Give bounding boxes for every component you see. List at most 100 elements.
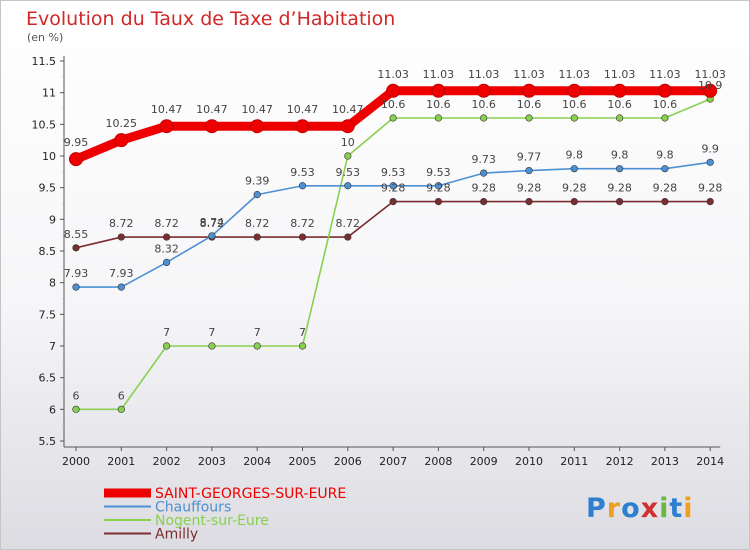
data-point-nogent-sur-eure (117, 405, 125, 413)
logo-letter: r (606, 493, 622, 524)
data-point-saint-georges-sur-eure (204, 119, 219, 134)
x-tick-label: 2002 (153, 455, 181, 468)
data-label-chauffours: 9.77 (517, 151, 542, 164)
data-point-saint-georges-sur-eure (250, 119, 265, 134)
data-label-saint-georges-sur-eure: 11.03 (604, 68, 636, 81)
data-label-amilly: 9.28 (471, 182, 496, 195)
data-label-amilly: 8.72 (200, 217, 225, 230)
data-point-nogent-sur-eure (525, 114, 533, 122)
data-point-amilly (117, 233, 125, 241)
data-point-nogent-sur-eure (208, 342, 216, 350)
y-tick-label: 8 (49, 277, 56, 290)
data-point-saint-georges-sur-eure (386, 83, 401, 98)
y-tick-label: 7 (49, 340, 56, 353)
data-label-chauffours: 9.8 (566, 149, 584, 162)
logo-letter: x (640, 493, 660, 524)
data-label-chauffours: 9.8 (611, 149, 629, 162)
data-label-amilly: 9.28 (517, 182, 542, 195)
data-label-chauffours: 9.39 (245, 175, 270, 188)
data-label-saint-georges-sur-eure: 11.03 (468, 68, 500, 81)
data-point-saint-georges-sur-eure (159, 119, 174, 134)
data-label-chauffours: 9.53 (426, 166, 451, 179)
data-label-nogent-sur-eure: 10.6 (562, 98, 587, 111)
data-point-chauffours (344, 182, 352, 190)
data-label-chauffours: 9.53 (381, 166, 406, 179)
data-label-saint-georges-sur-eure: 10.47 (287, 103, 319, 116)
proxiti-logo: Proxiti (586, 493, 694, 524)
legend-label-chauffours: Chauffours (155, 500, 231, 516)
data-point-nogent-sur-eure (344, 152, 352, 160)
data-label-nogent-sur-eure: 10.6 (381, 98, 406, 111)
data-point-nogent-sur-eure (298, 342, 307, 350)
data-point-chauffours (72, 283, 80, 291)
x-tick-label: 2008 (424, 455, 452, 468)
data-label-nogent-sur-eure: 7 (299, 326, 306, 339)
data-label-chauffours: 7.93 (64, 267, 89, 280)
x-tick-label: 2001 (107, 455, 135, 468)
data-point-nogent-sur-eure (615, 114, 624, 122)
data-point-chauffours (661, 165, 669, 173)
data-label-saint-georges-sur-eure: 11.03 (377, 68, 409, 81)
data-point-nogent-sur-eure (434, 114, 443, 122)
data-label-chauffours: 9.53 (290, 166, 315, 179)
data-label-amilly: 9.28 (381, 182, 406, 195)
data-point-amilly (253, 233, 261, 241)
y-tick-label: 9 (49, 213, 56, 226)
x-tick-label: 2005 (289, 455, 317, 468)
x-tick-label: 2003 (198, 455, 226, 468)
data-label-amilly: 8.72 (154, 217, 179, 230)
data-point-chauffours (389, 182, 397, 190)
y-tick-label: 11.5 (32, 55, 57, 68)
data-point-saint-georges-sur-eure (612, 83, 627, 98)
data-label-chauffours: 8.74 (200, 216, 225, 229)
data-point-saint-georges-sur-eure (703, 83, 718, 98)
data-label-nogent-sur-eure: 7 (163, 326, 170, 339)
data-label-amilly: 8.72 (245, 217, 270, 230)
legend-label-amilly: Amilly (155, 527, 198, 543)
data-point-nogent-sur-eure (72, 405, 80, 413)
x-tick-label: 2011 (560, 455, 588, 468)
data-point-chauffours (208, 232, 216, 240)
data-point-amilly (706, 198, 714, 206)
data-label-amilly: 9.28 (426, 182, 451, 195)
y-tick-label: 8.5 (39, 245, 57, 258)
logo-letter: i (683, 493, 694, 524)
x-tick-label: 2010 (515, 455, 543, 468)
data-point-amilly (298, 233, 307, 241)
data-point-saint-georges-sur-eure (522, 83, 536, 98)
data-point-amilly (389, 198, 397, 206)
data-label-amilly: 9.28 (562, 182, 587, 195)
data-point-saint-georges-sur-eure (657, 83, 672, 98)
data-point-saint-georges-sur-eure (295, 119, 310, 134)
data-point-chauffours (480, 169, 488, 177)
data-label-saint-georges-sur-eure: 10.47 (241, 103, 273, 116)
data-label-saint-georges-sur-eure: 10.25 (106, 117, 138, 130)
data-label-nogent-sur-eure: 10.9 (698, 79, 723, 92)
y-tick-label: 11 (42, 87, 56, 100)
data-label-nogent-sur-eure: 7 (208, 326, 215, 339)
data-label-nogent-sur-eure: 6 (73, 389, 80, 402)
logo-letter: t (669, 493, 684, 524)
data-point-saint-georges-sur-eure (114, 133, 129, 148)
x-tick-label: 2006 (334, 455, 362, 468)
legend-label-saint-georges-sur-eure: SAINT-GEORGES-SUR-EURE (155, 486, 346, 502)
x-tick-label: 2007 (379, 455, 407, 468)
data-point-saint-georges-sur-eure (69, 152, 83, 167)
logo-letter: i (659, 493, 670, 524)
data-label-nogent-sur-eure: 10.6 (471, 98, 496, 111)
logo-letter: o (621, 493, 641, 524)
x-tick-label: 2000 (62, 455, 90, 468)
data-point-nogent-sur-eure (253, 342, 261, 350)
y-tick-label: 6 (49, 403, 56, 416)
data-label-nogent-sur-eure: 10.6 (653, 98, 678, 111)
data-label-saint-georges-sur-eure: 11.03 (694, 68, 726, 81)
data-point-chauffours (525, 166, 533, 175)
data-point-amilly (661, 198, 669, 206)
y-tick-label: 10.5 (32, 118, 57, 131)
data-point-amilly (480, 198, 488, 206)
data-point-amilly (344, 233, 352, 241)
data-label-amilly: 9.28 (653, 182, 678, 195)
data-point-chauffours (253, 191, 261, 199)
data-label-nogent-sur-eure: 10 (341, 136, 355, 149)
